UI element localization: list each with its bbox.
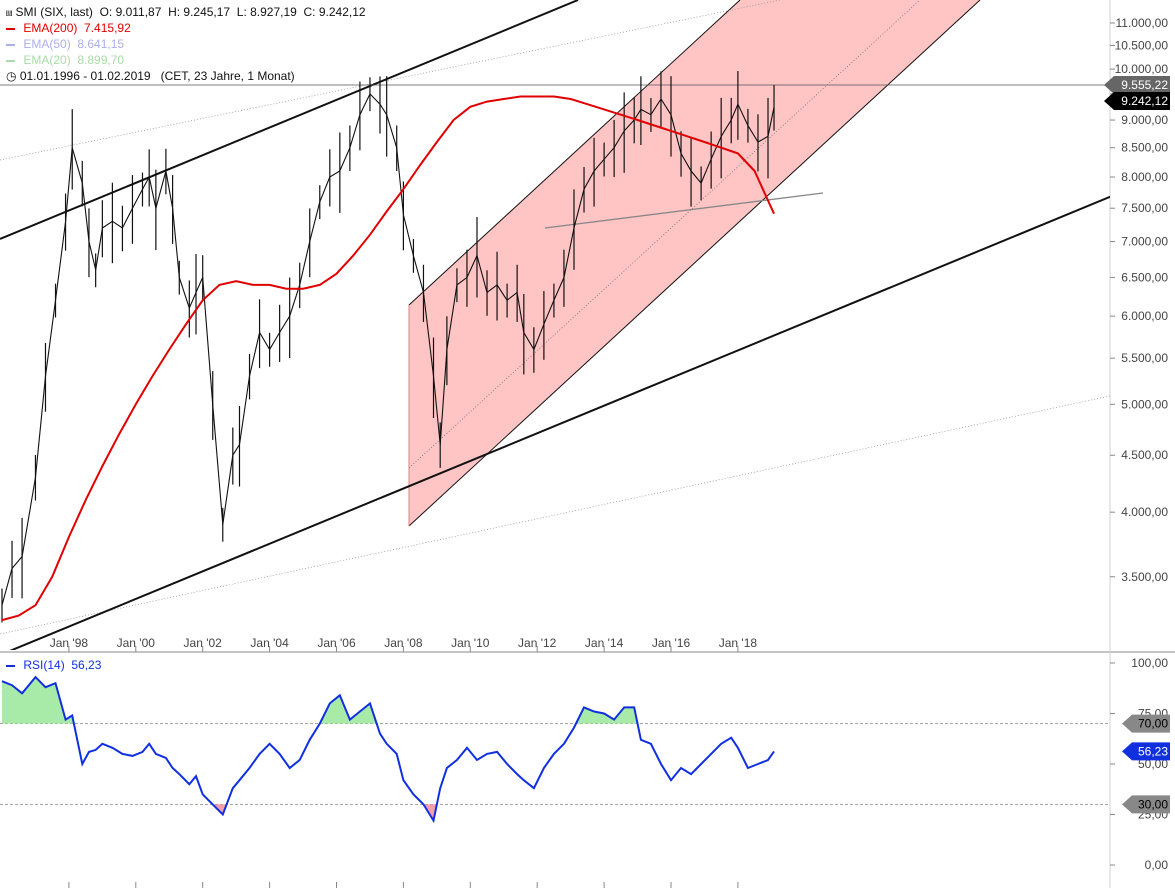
rsi-tick-label: 0,00 (1145, 858, 1169, 872)
rsi-overbought-fill (2, 677, 74, 724)
range-info: (CET, 23 Jahre, 1 Monat) (160, 69, 295, 83)
resistance-trend-line (0, 0, 579, 240)
price-axis: 3.500,00 4.000,00 4.500,00 5.000,00 5.500,00… (1110, 16, 1168, 584)
channel-upper-line (408, 0, 741, 306)
price-tick-label: 7.500,00 (1121, 201, 1168, 215)
symbol-label: SMI (SIX, last) (15, 5, 93, 19)
price-tick-label: 5.000,00 (1121, 397, 1168, 411)
price-tick-label: 11.000,00 (1116, 16, 1169, 30)
ema200-line (1, 95, 775, 622)
low-value: L: 8.927,19 (236, 5, 297, 19)
price-tick-label: 8.000,00 (1121, 170, 1168, 184)
ema200-name: EMA(200) (23, 21, 78, 35)
time-tick-label: Jan '02 (184, 636, 223, 650)
price-high-badge: 9.555,22 (1104, 76, 1170, 94)
rsi-upper-badge: 70,00 (1122, 714, 1170, 733)
range-label: 01.01.1996 - 01.02.2019 (19, 69, 151, 83)
dotted-trend-upper (0, 0, 781, 161)
rsi-overbought-fill (319, 695, 377, 724)
price-tick-label: 4.500,00 (1121, 448, 1168, 462)
time-tick-label: Jan '08 (384, 636, 423, 650)
price-tick-label: 10.500,00 (1115, 39, 1169, 53)
price-tick-label: 7.000,00 (1121, 235, 1168, 249)
rsi-series-line (1, 675, 775, 824)
price-tick-label: 6.500,00 (1121, 270, 1168, 284)
price-tick-label: 10.000,00 (1115, 62, 1169, 76)
ema50-value: 8.641,15 (77, 37, 125, 51)
open-value: O: 9.011,87 (99, 5, 162, 19)
rsi-name: RSI(14) (23, 658, 65, 672)
legend-ema50[interactable]: EMA(50) 8.641,15 (6, 37, 124, 51)
time-tick-label: Jan '18 (719, 636, 758, 650)
ema200-value: 7.415,92 (84, 21, 131, 35)
chart-type-icon[interactable]: ⩏ (6, 7, 13, 19)
time-tick-label: Jan '00 (117, 636, 156, 650)
rsi-last-badge: 56,23 (1122, 742, 1170, 761)
main-pane (0, 0, 1110, 650)
time-tick-label: Jan '04 (250, 636, 289, 650)
time-tick-label: Jan '06 (317, 636, 356, 650)
time-tick-label: Jan '98 (50, 636, 89, 650)
support-trend-line (9, 195, 1110, 650)
price-tick-label: 4.000,00 (1121, 505, 1168, 519)
ema200-swatch (6, 27, 15, 30)
channel-lower-line (408, 0, 981, 527)
time-range: ◷ 01.01.1996 - 01.02.2019 (CET, 23 Jahre… (6, 69, 295, 83)
price-tick-label: 5.500,00 (1121, 351, 1168, 365)
rsi-legend[interactable]: RSI(14) 56,23 (6, 658, 101, 672)
rsi-lower-text: 30,00 (1138, 797, 1168, 811)
chart-header: ⩏ SMI (SIX, last) O: 9.011,87 H: 9.245,1… (6, 5, 366, 20)
clock-icon: ◷ (6, 69, 17, 83)
price-last-text: 9.242,12 (1121, 94, 1168, 108)
time-tick-label: Jan '10 (451, 636, 490, 650)
rsi-tick-label: 100,00 (1131, 656, 1168, 670)
time-tick-label: Jan '14 (585, 636, 624, 650)
rsi-value: 56,23 (71, 658, 102, 672)
dotted-trend-lower (0, 395, 1110, 635)
rsi-upper-text: 70,00 (1138, 717, 1168, 731)
price-series-line (1, 92, 775, 606)
legend-ema20[interactable]: EMA(20) 8.899,70 (6, 53, 124, 67)
time-axis: Jan '98 Jan '00 Jan '02 Jan '04 Jan '06 Jan '… (50, 636, 758, 888)
ema20-name: EMA(20) (23, 53, 71, 67)
rsi-tick-label: 50,00 (1138, 757, 1168, 771)
price-tick-label: 3.500,00 (1121, 570, 1168, 584)
price-tick-label: 6.000,00 (1121, 309, 1168, 323)
rsi-swatch (6, 664, 15, 667)
ema50-swatch (6, 43, 15, 46)
close-value: C: 9.242,12 (303, 5, 366, 19)
rsi-pane (0, 675, 1110, 824)
high-value: H: 9.245,17 (168, 5, 231, 19)
grey-support-line (544, 192, 824, 229)
time-tick-label: Jan '12 (518, 636, 557, 650)
price-tick-label: 8.500,00 (1121, 141, 1168, 155)
legend-ema200[interactable]: EMA(200) 7.415,92 (6, 21, 131, 35)
ema20-swatch (6, 59, 15, 62)
price-last-badge: 9.242,12 (1104, 92, 1170, 110)
rsi-lower-badge: 30,00 (1122, 795, 1170, 814)
time-tick-label: Jan '16 (652, 636, 691, 650)
ema50-name: EMA(50) (23, 37, 71, 51)
price-high-text: 9.555,22 (1121, 78, 1168, 92)
price-tick-label: 9.000,00 (1121, 113, 1168, 127)
rsi-last-text: 56,23 (1138, 744, 1168, 758)
ema20-value: 8.899,70 (77, 53, 125, 67)
